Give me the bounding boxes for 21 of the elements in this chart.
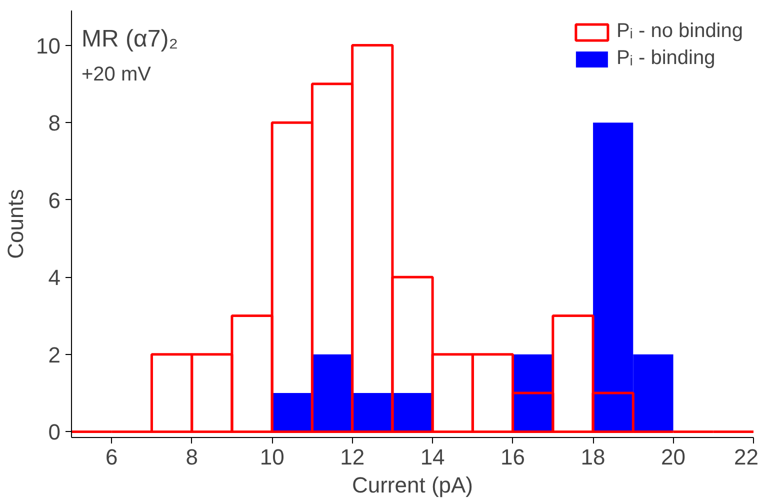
y-tick-label: 6 [48,188,61,213]
x-axis-title: Current (pA) [352,472,474,498]
x-tick-label: 8 [186,444,198,470]
y-axis-title: Counts [3,189,28,259]
y-tick-label: 4 [48,265,61,290]
x-tick-label: 6 [106,444,118,470]
legend-label: Pᵢ - no binding [616,20,743,43]
x-tick-label: 16 [500,444,526,470]
y-tick-label: 2 [48,342,61,368]
x-tick-label: 12 [340,444,365,470]
x-tick-label: 14 [420,444,445,470]
x-tick-label: 18 [580,444,606,470]
x-tick-label: 22 [734,444,758,470]
annotation: +20 mV [82,64,152,86]
y-tick-label: 8 [48,110,61,136]
annotation: MR (α7)₂ [82,26,178,52]
x-tick-label: 20 [661,444,686,470]
y-tick-label: 0 [48,420,61,445]
x-tick-label: 10 [260,444,284,470]
legend-label: Pᵢ - binding [616,47,716,70]
y-tick-label: 10 [36,33,61,58]
